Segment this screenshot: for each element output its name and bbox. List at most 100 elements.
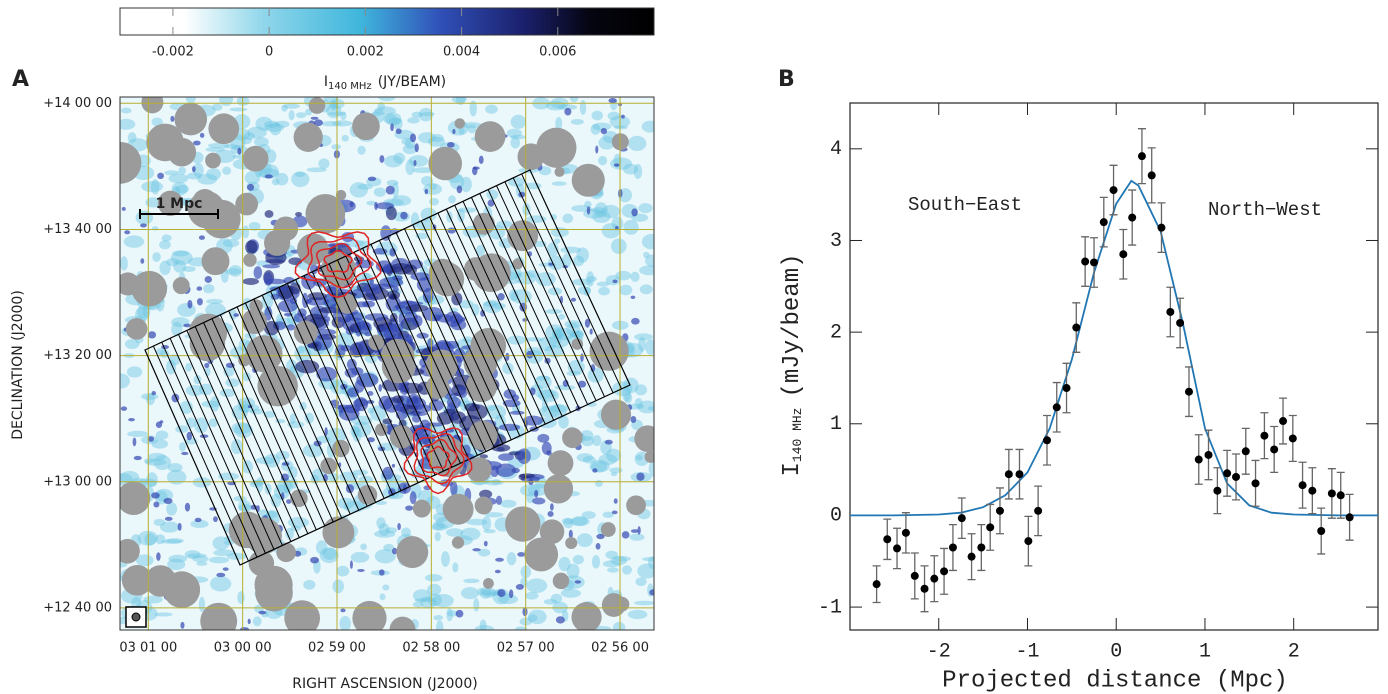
emission-blob [368,295,379,301]
noise-blob [120,373,130,389]
emission-blob [503,389,517,399]
noise-blob [322,547,337,560]
noise-blob [287,420,305,429]
noise-blob [541,398,548,413]
masked-source [144,565,177,597]
noise-blob [561,517,574,525]
noise-blob [373,187,386,197]
noise-blob [154,612,173,617]
data-point [1308,486,1317,495]
noise-blob [605,550,618,559]
noise-blob [474,625,495,630]
noise-blob [159,521,180,533]
strip-line [387,236,487,452]
data-point [1099,218,1108,227]
noise-blob [624,392,633,404]
noise-blob [612,621,626,630]
noise-blob [427,583,442,596]
noise-blob [478,548,491,557]
noise-blob [357,145,366,155]
noise-blob [204,275,213,283]
noise-blob [170,115,175,122]
noise-blob [598,286,610,296]
masked-source [290,489,308,507]
data-point [883,535,892,544]
emission-blob [380,225,392,241]
noise-blob [630,415,637,423]
emission-blob [264,278,286,285]
noise-blob [175,184,189,194]
emission-blob [541,441,552,455]
contour [294,231,382,299]
data-point [1260,431,1269,440]
noise-blob [500,499,517,508]
masked-source [242,145,269,172]
noise-blob [480,309,486,317]
masked-source [335,189,347,201]
noise-blob [558,556,571,572]
data-point [986,523,995,532]
masked-source [512,258,524,270]
emission-blob [464,403,480,412]
noise-blob [589,328,593,335]
contour [316,242,363,281]
noise-blob [580,353,584,362]
noise-blob [172,250,190,257]
label-subscript: 140 MHz [328,81,372,92]
noise-blob [216,572,226,578]
noise-blob [178,166,186,175]
emission-blob [242,278,259,285]
noise-blob [447,227,456,234]
data-point [1327,489,1336,498]
noise-blob [613,125,628,130]
strip-line [161,341,258,558]
noise-blob [414,143,419,153]
noise-blob [388,117,402,125]
strip-region [144,169,631,566]
noise-blob [570,331,583,338]
noise-blob [255,116,273,131]
emission-blob [509,410,525,415]
noise-blob [547,511,554,517]
noise-blob [631,208,638,217]
emission-blob [394,304,406,309]
noise-blob [543,598,558,605]
noise-blob [564,320,583,329]
noise-blob [198,383,214,396]
noise-blob [285,527,294,540]
masked-source [626,495,646,516]
noise-blob [477,587,485,596]
noise-blob [564,107,572,116]
contour [426,445,450,469]
noise-blob [582,456,596,464]
noise-blob [212,536,230,551]
masked-source [536,127,577,168]
masked-source [552,572,570,590]
noise-blob [613,163,620,167]
noise-blob [378,523,390,537]
noise-blob [562,213,574,224]
data-point [1157,223,1166,232]
noise-blob [165,538,184,544]
noise-blob [598,136,615,150]
noise-blob [286,499,292,504]
strip-line [496,185,597,401]
noise-blob [140,223,147,228]
emission-blob [343,404,361,414]
noise-blob [147,452,166,461]
noise-blob [275,120,290,128]
noise-blob [547,287,563,296]
noise-blob [633,163,643,180]
noise-blob [549,404,567,419]
noise-blob [570,118,584,125]
noise-blob [126,366,143,378]
masked-source [562,427,583,449]
noise-blob [475,244,486,257]
emission-blob [307,292,327,301]
noise-blob [634,333,653,341]
noise-blob [247,126,267,139]
masked-source [389,425,414,449]
strip-line [278,287,377,503]
noise-blob [374,106,396,115]
